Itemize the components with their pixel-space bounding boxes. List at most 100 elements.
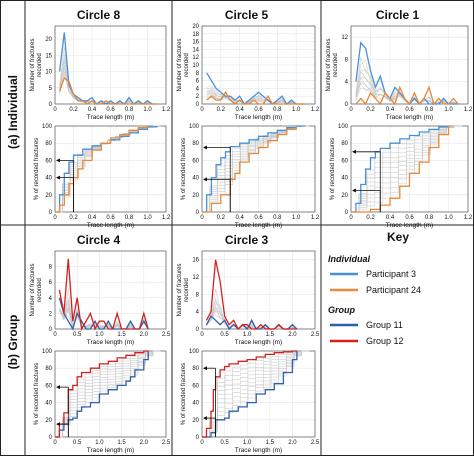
x-axis-label: Trace length (m) (235, 339, 282, 346)
x-tick-label: 0.8 (273, 215, 282, 221)
background-trace (355, 81, 459, 105)
key-title: Key (387, 230, 409, 244)
background-trace (55, 126, 161, 213)
x-tick-label: 0.8 (425, 107, 434, 113)
background-trace (202, 350, 310, 438)
background-trace (351, 125, 463, 213)
background-trace (55, 125, 161, 213)
x-tick-label: 1.2 (162, 215, 171, 221)
key-group-heading: Group (328, 305, 355, 315)
x-tick-label: 0.5 (73, 332, 82, 338)
y-axis-label: Number of fractures (177, 38, 183, 91)
background-trace (59, 61, 157, 105)
x-tick-label: 0.6 (254, 107, 263, 113)
x-tick-label: 0.6 (405, 107, 414, 113)
panel-title: Circle 3 (225, 233, 269, 247)
x-axis-label: Trace length (m) (87, 339, 134, 346)
key-label-participant-24: Participant 24 (366, 285, 421, 295)
plot-frame (201, 350, 316, 438)
y-tick-label: 8 (196, 71, 200, 77)
series-step-group-12 (55, 350, 149, 438)
annotation-arrow (352, 188, 356, 193)
background-trace (55, 350, 161, 438)
background-trace (55, 125, 161, 213)
frequency-axes: 0 4 8 12 0 0.2 0.4 0.6 0.8 1.0 1.2 Trace length (m)… (326, 25, 473, 121)
background-trace (55, 126, 161, 213)
cumulative-axes: 0 20 40 60 80 100 0 0.2 0.4 0.6 0.8 1.0 1.2 Trace len… (181, 124, 320, 229)
x-axis-label: Trace length (m) (87, 114, 134, 121)
y-tick-label: 60 (45, 383, 52, 389)
x-tick-label: 1.0 (243, 332, 252, 338)
y-tick-label: 10 (192, 63, 199, 69)
x-tick-label: 1.0 (143, 107, 152, 113)
x-tick-label: 0.5 (220, 332, 229, 338)
background-trace (355, 59, 459, 105)
series-step-participant-3 (202, 125, 306, 213)
series-line-participant-24 (206, 91, 306, 105)
annotation-arrow (56, 422, 60, 427)
background-trace (55, 350, 161, 438)
background-trace (59, 288, 149, 330)
y-tick-label: 0 (345, 210, 349, 216)
cumulative-axes: 0 20 40 60 80 100 0 0.2 0.4 0.6 0.8 1.0 1.2 Trace len… (34, 124, 171, 229)
y-axis-label: recorded (37, 278, 43, 302)
x-tick-label: 0 (349, 107, 353, 113)
y-tick-label: 0 (345, 102, 349, 108)
annotation-arrow (56, 158, 60, 163)
background-trace (202, 350, 310, 438)
cumulative-axes: 0 20 40 60 80 100 0 0.2 0.4 0.6 0.8 1.0 1.2 Trace len… (330, 124, 473, 229)
x-tick-label: 0 (53, 440, 57, 446)
y-tick-label: 0 (196, 435, 200, 441)
background-trace (55, 350, 161, 438)
x-tick-label: 1.5 (266, 440, 275, 446)
x-tick-label: 1.0 (444, 215, 453, 221)
plot-frame (201, 125, 316, 213)
y-tick-label: 80 (192, 366, 199, 372)
panel-title: Circle 4 (77, 233, 121, 247)
y-tick-label: 12 (341, 35, 348, 41)
series-line-participant-3 (355, 41, 459, 105)
y-tick-label: 80 (192, 141, 199, 147)
y-tick-label: 100 (189, 349, 200, 355)
key-panel: Key Individual Participant 3 Participant… (328, 230, 421, 346)
background-trace (55, 125, 161, 213)
x-tick-label: 0 (53, 107, 57, 113)
y-tick-label: 20 (192, 24, 199, 30)
y-tick-label: 12 (192, 55, 199, 61)
y-tick-label: 6 (196, 79, 200, 85)
y-tick-label: 4 (196, 310, 200, 316)
y-tick-label: 16 (192, 40, 199, 46)
cumulative-axes: 0 20 40 60 80 100 0 0.5 1.0 1.5 2.0 2.5 Trace length… (181, 349, 320, 454)
x-tick-label: 2.0 (288, 332, 297, 338)
y-tick-label: 20 (192, 418, 199, 424)
y-tick-label: 4 (345, 80, 349, 86)
annotation-arrow (352, 149, 356, 154)
y-tick-label: 20 (45, 193, 52, 199)
x-tick-label: 1.0 (292, 107, 301, 113)
x-tick-label: 0 (200, 332, 204, 338)
x-tick-label: 0.6 (254, 215, 263, 221)
x-tick-label: 0.6 (106, 215, 115, 221)
background-trace (202, 350, 310, 438)
plot-frame (350, 125, 469, 213)
x-tick-label: 1.2 (464, 215, 473, 221)
x-tick-label: 0 (349, 215, 353, 221)
background-trace (55, 125, 161, 213)
x-tick-label: 2.0 (140, 332, 149, 338)
y-tick-label: 40 (341, 176, 348, 182)
annotation-arrow (56, 175, 60, 180)
y-tick-label: 0 (196, 210, 200, 216)
background-trace (55, 350, 161, 438)
x-tick-label: 0.2 (69, 107, 78, 113)
y-axis-label: % of recorded fractures (181, 138, 187, 200)
y-tick-label: 15 (45, 53, 52, 59)
y-tick-label: 100 (42, 349, 53, 355)
series-step-participant-24 (202, 126, 297, 213)
plot-frame (201, 250, 316, 330)
y-tick-label: 0 (49, 327, 53, 333)
background-trace (202, 350, 310, 438)
x-tick-label: 0.4 (386, 215, 395, 221)
x-tick-label: 2.5 (162, 440, 171, 446)
background-trace (59, 54, 157, 105)
